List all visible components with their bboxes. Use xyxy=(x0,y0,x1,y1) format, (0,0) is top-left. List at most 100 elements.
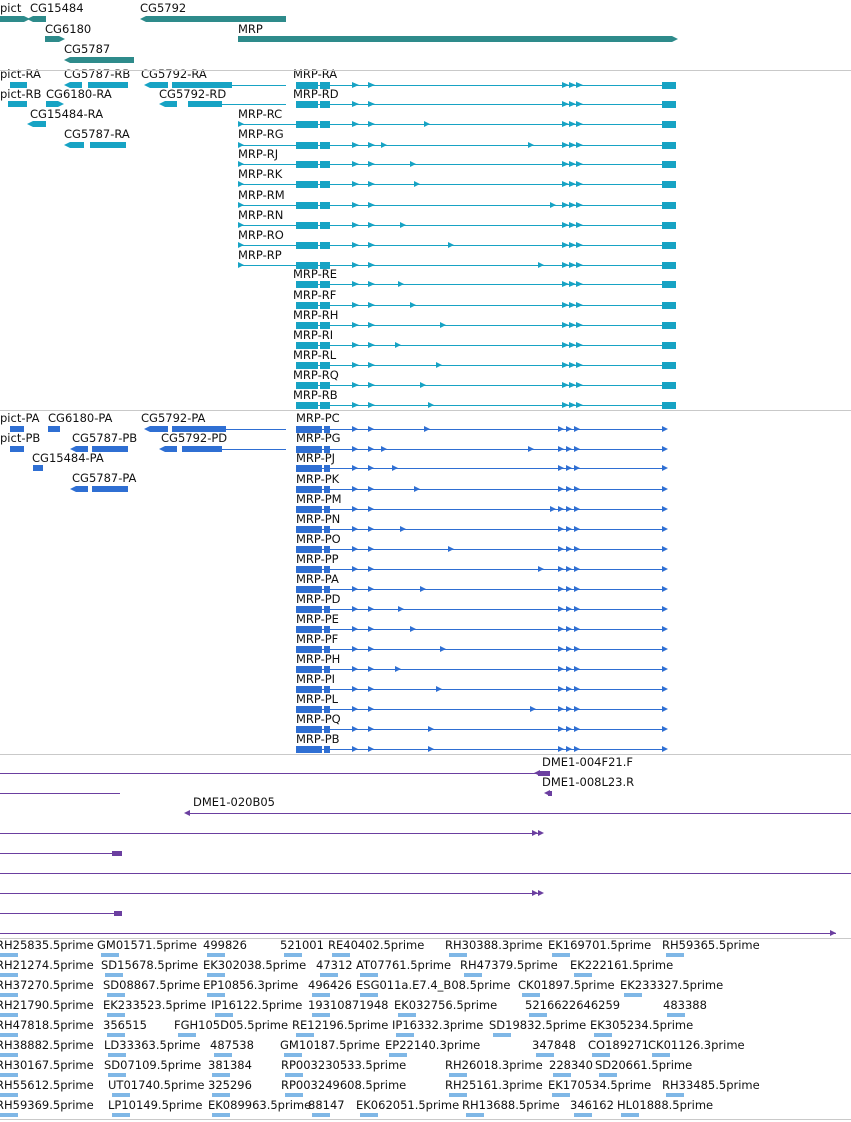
feature-label: MRP-PQ xyxy=(296,712,341,726)
exon xyxy=(324,625,330,633)
feature-label: MRP-RK xyxy=(238,167,283,181)
strand-arrow-icon xyxy=(569,221,576,228)
strand-arrow-icon xyxy=(368,426,374,432)
est-bar xyxy=(332,953,350,957)
strand-arrow-icon xyxy=(576,201,583,208)
exon xyxy=(320,341,330,349)
strand-arrow-icon xyxy=(352,381,359,388)
intron-line xyxy=(296,164,676,165)
exon xyxy=(320,120,330,128)
feature-bar xyxy=(188,101,222,107)
intron-line xyxy=(296,305,676,306)
intron-line xyxy=(296,709,664,710)
feature-label: RP003230533.5prime xyxy=(281,1058,407,1072)
exon xyxy=(324,685,330,693)
est-bar xyxy=(107,993,125,997)
feature-bar xyxy=(150,426,168,432)
strand-arrow-icon xyxy=(368,100,375,107)
feature-label: CG5792 xyxy=(140,1,187,15)
strand-arrow-icon xyxy=(558,566,564,572)
strand-arrow-icon xyxy=(574,546,580,552)
feature-label: MRP-RD xyxy=(293,87,339,101)
est-bar xyxy=(178,1033,196,1037)
est-bar xyxy=(285,1073,303,1077)
exon xyxy=(296,485,322,493)
est-bar xyxy=(449,1093,467,1097)
exon xyxy=(662,301,676,309)
strand-arrow-icon xyxy=(562,241,569,248)
strand-arrow-icon xyxy=(558,526,564,532)
feature-label: 487538 xyxy=(210,1038,254,1052)
est-bar xyxy=(214,1053,232,1057)
exon xyxy=(662,201,676,209)
feature-bar xyxy=(10,446,24,452)
strand-arrow-icon xyxy=(576,221,583,228)
est-bar xyxy=(107,1033,125,1037)
exon xyxy=(662,261,676,269)
est-bar xyxy=(389,1053,407,1057)
intron-line xyxy=(296,345,676,346)
strand-arrow-icon xyxy=(538,830,544,836)
strand-arrow-icon xyxy=(569,201,576,208)
strand-arrow-icon xyxy=(569,261,576,268)
strand-arrow-icon xyxy=(352,546,358,552)
intron-line xyxy=(0,773,545,774)
feature-label: AT07761.5prime xyxy=(356,958,452,972)
strand-arrow-icon xyxy=(566,546,572,552)
strand-arrow-icon xyxy=(352,141,359,148)
strand-arrow-icon xyxy=(562,221,569,228)
exon xyxy=(296,221,318,229)
feature-label: RH37270.5prime xyxy=(0,978,94,992)
est-bar xyxy=(0,1113,18,1117)
strand-arrow-icon xyxy=(238,222,244,228)
est-bar xyxy=(207,993,225,997)
strand-arrow-icon xyxy=(420,382,426,388)
exon xyxy=(324,665,330,673)
strand-arrow-icon xyxy=(566,446,572,452)
strand-arrow-icon xyxy=(574,586,580,592)
exon xyxy=(324,605,330,613)
strand-arrow-icon xyxy=(352,606,358,612)
exon xyxy=(324,485,330,493)
strand-arrow-icon xyxy=(562,160,569,167)
strand-arrow-icon xyxy=(398,606,404,612)
intron-line xyxy=(0,833,540,834)
feature-label: CO189271 xyxy=(588,1038,649,1052)
strand-arrow-icon xyxy=(576,401,583,408)
strand-arrow-icon xyxy=(64,82,70,88)
exon xyxy=(296,445,322,453)
strand-arrow-icon xyxy=(566,526,572,532)
strand-arrow-icon xyxy=(662,606,668,612)
strand-arrow-icon xyxy=(352,506,358,512)
exon xyxy=(296,280,318,288)
intron-line xyxy=(190,813,851,814)
strand-arrow-icon xyxy=(662,465,668,471)
strand-arrow-icon xyxy=(352,201,359,208)
strand-arrow-icon xyxy=(569,381,576,388)
strand-arrow-icon xyxy=(368,120,375,127)
exon xyxy=(320,81,330,89)
strand-arrow-icon xyxy=(70,446,76,452)
strand-arrow-icon xyxy=(566,746,572,752)
feature-label: CK01897.5prime xyxy=(518,978,615,992)
feature-label: CG5792-PA xyxy=(141,411,206,425)
strand-arrow-icon xyxy=(576,120,583,127)
exon xyxy=(662,141,676,149)
strand-arrow-icon xyxy=(558,746,564,752)
strand-arrow-icon xyxy=(662,706,668,712)
strand-arrow-icon xyxy=(528,446,534,452)
feature-label: EK302038.5prime xyxy=(203,958,307,972)
exon xyxy=(296,160,318,168)
strand-arrow-icon xyxy=(428,746,434,752)
exon xyxy=(320,321,330,329)
strand-arrow-icon xyxy=(569,160,576,167)
feature-label: 483388 xyxy=(663,998,707,1012)
strand-arrow-icon xyxy=(352,446,358,452)
exon xyxy=(320,201,330,209)
est-bar xyxy=(466,1113,484,1117)
exon xyxy=(296,585,322,593)
feature-label: EK233327.5prime xyxy=(620,978,724,992)
strand-arrow-icon xyxy=(159,101,165,107)
est-bar xyxy=(599,1073,617,1077)
strand-arrow-icon xyxy=(398,281,404,287)
